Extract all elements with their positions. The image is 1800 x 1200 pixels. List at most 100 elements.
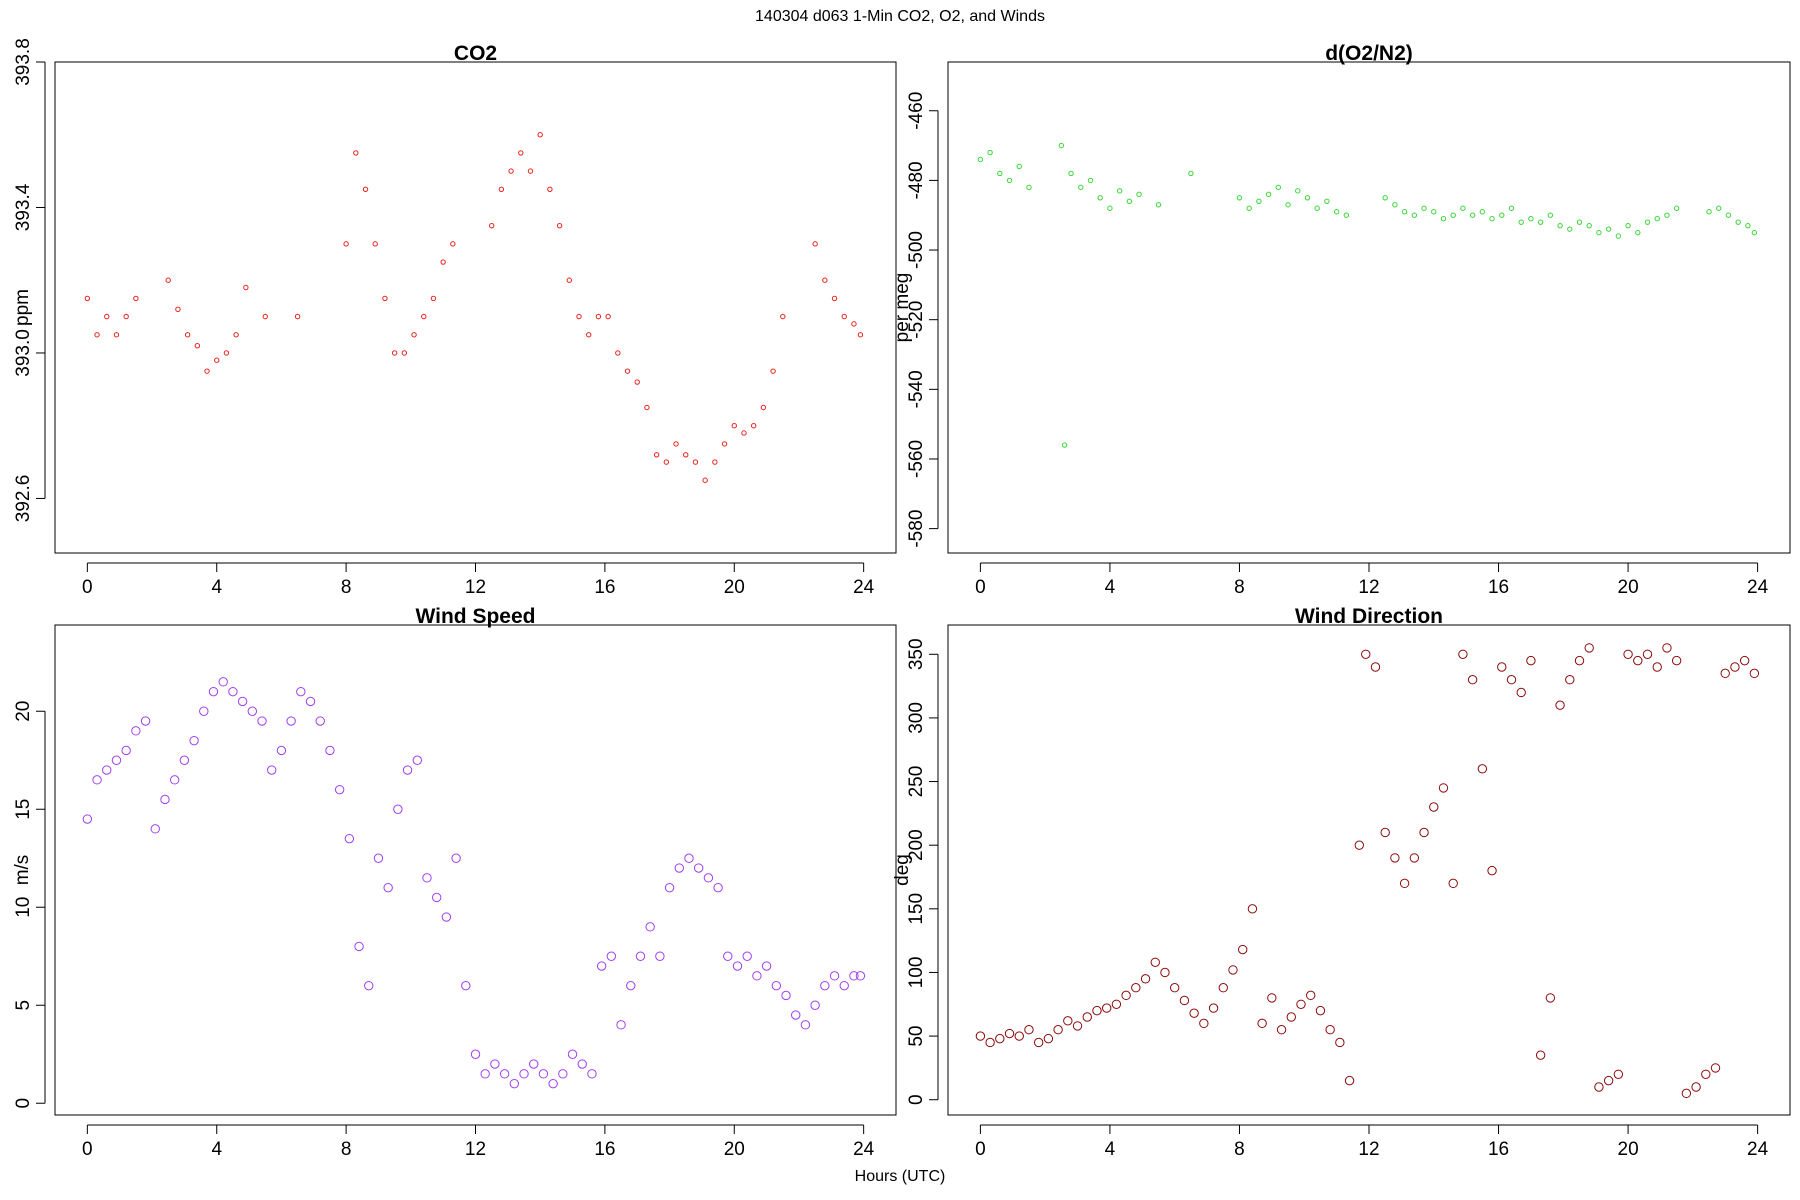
x-tick-label: 0 xyxy=(82,1139,93,1160)
data-point xyxy=(712,459,718,465)
data-point xyxy=(1189,1008,1199,1018)
data-point xyxy=(820,980,830,991)
data-point xyxy=(430,295,437,302)
data-point xyxy=(1155,202,1162,208)
data-point xyxy=(1615,233,1622,239)
y-axis-label: per meg xyxy=(892,273,913,343)
data-point xyxy=(577,1059,587,1069)
data-point xyxy=(189,735,199,746)
data-point xyxy=(1082,1012,1092,1022)
data-point xyxy=(587,1069,597,1079)
data-point xyxy=(1265,191,1272,198)
data-point xyxy=(1460,205,1466,211)
x-tick-label: 24 xyxy=(853,577,875,598)
data-point xyxy=(556,222,563,229)
y-tick-label: 0 xyxy=(13,1098,34,1109)
data-point xyxy=(480,1069,490,1079)
data-point xyxy=(104,313,110,320)
data-point xyxy=(1043,1033,1054,1044)
data-point xyxy=(1409,853,1420,863)
data-point xyxy=(558,1069,568,1079)
data-point xyxy=(243,284,249,291)
data-point xyxy=(237,696,248,707)
data-point xyxy=(547,186,553,192)
data-point xyxy=(1053,1025,1063,1035)
data-point xyxy=(1107,205,1113,211)
data-point xyxy=(1635,229,1641,236)
data-point xyxy=(1633,655,1643,666)
data-point xyxy=(1097,195,1103,201)
data-point xyxy=(800,1020,811,1030)
data-point xyxy=(440,259,446,265)
data-point xyxy=(1749,668,1760,679)
data-point xyxy=(1390,853,1400,863)
data-point xyxy=(1489,216,1495,222)
data-point xyxy=(987,149,993,156)
data-point xyxy=(1528,216,1534,222)
data-point xyxy=(1751,229,1758,236)
data-point xyxy=(175,306,181,313)
data-points xyxy=(84,132,864,483)
data-point xyxy=(133,295,139,302)
data-point xyxy=(422,873,432,883)
data-point xyxy=(1567,226,1573,232)
data-point xyxy=(401,350,408,356)
data-point xyxy=(703,873,714,883)
data-point xyxy=(663,459,670,465)
data-point xyxy=(1594,1082,1604,1092)
data-point xyxy=(1380,827,1390,838)
data-point xyxy=(199,706,209,716)
data-point xyxy=(1306,990,1316,1001)
data-point xyxy=(1739,655,1750,666)
data-point xyxy=(1296,999,1306,1009)
data-point xyxy=(1188,170,1194,177)
x-tick-label: 8 xyxy=(1234,1139,1245,1160)
data-point xyxy=(760,404,767,411)
data-point xyxy=(1421,205,1427,211)
data-point xyxy=(1199,1018,1209,1029)
data-point xyxy=(1087,177,1094,184)
data-point xyxy=(1121,990,1131,1001)
data-point xyxy=(1506,675,1517,685)
data-point xyxy=(1745,222,1751,229)
data-point xyxy=(1295,188,1301,194)
data-point xyxy=(373,853,384,863)
data-point xyxy=(519,1069,529,1079)
data-point xyxy=(1361,649,1371,659)
data-point xyxy=(1419,827,1429,838)
data-point xyxy=(537,132,543,138)
data-point xyxy=(1078,184,1084,191)
data-point xyxy=(490,1059,500,1069)
data-point xyxy=(160,794,170,805)
data-point xyxy=(470,1049,481,1059)
y-tick-label: 5 xyxy=(13,1000,34,1011)
data-point xyxy=(1160,967,1170,978)
data-point xyxy=(247,706,258,716)
data-points xyxy=(975,643,1760,1099)
chart-title: Wind Direction xyxy=(1295,605,1443,628)
data-point xyxy=(102,765,112,775)
data-point xyxy=(538,1069,549,1079)
y-tick-label: 250 xyxy=(906,766,927,798)
x-tick-label: 16 xyxy=(594,1139,615,1160)
data-point xyxy=(1735,219,1741,225)
data-point xyxy=(995,1033,1005,1044)
data-point xyxy=(294,313,301,320)
data-point xyxy=(140,716,151,726)
data-point xyxy=(655,951,665,961)
co2-chart: CO2 ppm 0 4 8 12 16 20 24 392.6 393.0 393.4 393.8 xyxy=(12,38,897,598)
y-tick-label: 0 xyxy=(906,1094,927,1105)
x-tick-label: 24 xyxy=(1747,1139,1769,1160)
data-point xyxy=(645,922,655,932)
data-point xyxy=(1072,1021,1083,1031)
data-point xyxy=(362,186,369,192)
data-point xyxy=(975,1031,986,1041)
y-tick-label: 350 xyxy=(906,638,927,670)
data-point xyxy=(752,971,762,981)
x-tick-label: 0 xyxy=(975,577,986,598)
data-point xyxy=(761,961,772,971)
data-point xyxy=(624,368,631,374)
data-point xyxy=(1508,205,1515,211)
data-point xyxy=(131,726,141,736)
x-tick-label: 20 xyxy=(1618,577,1639,598)
